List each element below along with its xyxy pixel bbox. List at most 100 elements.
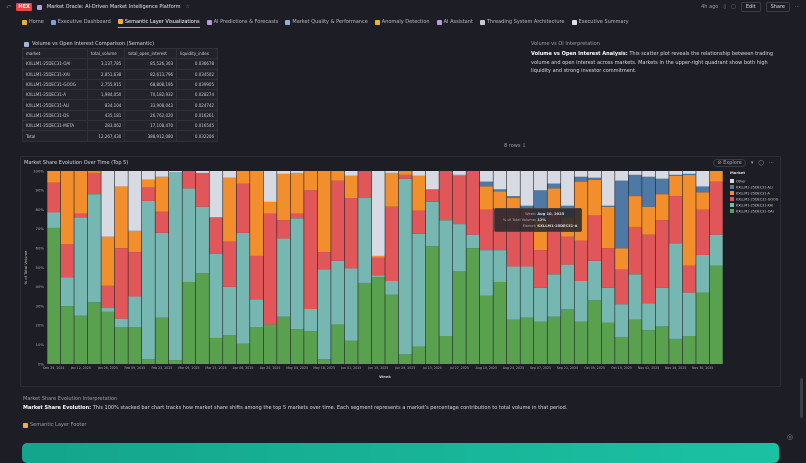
bar-segment [344, 340, 358, 364]
more-icon[interactable]: ⋯ [795, 4, 800, 10]
tab-ai-predictions-forecasts[interactable]: AI Predictions & Forecasts [206, 19, 278, 27]
bar-segment [385, 206, 399, 282]
bar-segment [655, 326, 669, 364]
house-icon [22, 19, 27, 25]
bar-segment [304, 171, 318, 191]
column-header[interactable]: market [22, 47, 88, 60]
tab-semantic-layer-visualizations[interactable]: Semantic Layer Visualizations [117, 19, 200, 28]
row-count: 8 rows ⇩ [504, 143, 526, 149]
device-icon[interactable]: ▯ [723, 4, 727, 10]
bar-segment [331, 171, 345, 181]
bar-segment [87, 172, 101, 195]
help-icon[interactable]: ◎ [787, 433, 794, 441]
bar-segment [709, 265, 723, 364]
bar-segment [520, 205, 534, 208]
bar-segment [412, 210, 426, 234]
comment-icon[interactable]: ◯ [758, 160, 764, 166]
bar-segment [642, 330, 656, 364]
interp1-body: This scatter plot reveals the relationsh… [531, 51, 774, 74]
bar-segment [128, 296, 142, 328]
bar-segment [628, 319, 642, 364]
bar-segment [155, 317, 169, 364]
tab-threading-system-architecture[interactable]: Threading System Architecture [479, 19, 565, 27]
table-row: KXLLM1-25DEC31-A 1,984,050 70,182,932 0.028… [22, 89, 218, 101]
bar-segment [452, 174, 466, 176]
bar-segment [155, 232, 169, 318]
bar-segment [574, 176, 588, 182]
download-icon[interactable]: ⇩ [522, 143, 527, 149]
tab-anomaly-detection[interactable]: Anomaly Detection [374, 19, 430, 27]
table-cell: 26,762,020 [124, 109, 178, 122]
bar-segment [682, 292, 696, 337]
bar-segment [642, 234, 656, 304]
bar-segment [493, 189, 507, 192]
table-cell: KXLLM1-25DEC31-XAI [22, 68, 88, 80]
edit-button[interactable]: Edit [740, 2, 761, 12]
x-tick-label: Jun 15, 2025 [367, 366, 388, 370]
bar-segment [588, 260, 602, 301]
bar-segment [250, 299, 264, 328]
bar-segment [696, 171, 710, 187]
star-icon[interactable]: ☆ [185, 4, 190, 10]
y-tick-label: 0% [38, 361, 44, 366]
bar-segment [331, 324, 345, 364]
table-cell: 3,137,785 [86, 58, 126, 70]
tab-executive-dashboard[interactable]: Executive Dashboard [50, 19, 111, 27]
bar-segment [101, 171, 115, 237]
column-header[interactable]: liquidity_index [176, 47, 218, 60]
bar-segment [534, 287, 547, 322]
legend-swatch [730, 191, 734, 195]
bar-segment [601, 206, 615, 249]
share-button[interactable]: Share [765, 2, 790, 12]
more-icon[interactable]: ⋯ [769, 160, 774, 166]
tab-market-quality-performance[interactable]: Market Quality & Performance [285, 19, 368, 27]
document-icon [571, 19, 577, 25]
bar-segment [398, 178, 412, 355]
bar-segment [588, 177, 602, 180]
tab-ai-assistant[interactable]: AI Assistant [436, 19, 473, 27]
tab-home[interactable]: Home [22, 19, 44, 27]
bar-segment [290, 213, 304, 219]
bar-segment [290, 171, 304, 173]
bar-segment [344, 175, 358, 199]
explore-button[interactable]: ⊘ Explore [713, 159, 746, 167]
bar-segment [682, 265, 696, 293]
tab-bar: Home Executive Dashboard Semantic Layer Vi… [22, 18, 629, 28]
x-tick-label: Sep 21, 2025 [557, 366, 578, 370]
table-row: KXLLM1-25DEC31-DS 435,181 26,762,020 0.0162… [22, 109, 218, 122]
bar-segment [439, 220, 453, 337]
column-header[interactable]: total_volume [86, 47, 126, 60]
chart-title: Market Share Evolution Over Time (Top 5) [24, 160, 129, 166]
legend-label: KXLLM1-25DEC31-ALI [736, 185, 773, 189]
filter-icon[interactable]: ▾ [750, 160, 754, 166]
scrollbar[interactable] [800, 378, 803, 418]
bar-segment [114, 318, 128, 328]
bar-segment [682, 174, 696, 266]
table-cell: 2,755,915 [86, 78, 126, 91]
bar-segment [371, 277, 385, 364]
bar-segment [628, 171, 642, 175]
hex-logo[interactable]: HEX [16, 3, 32, 11]
legend-label: KXLLM1-25DEC31-OAI [736, 209, 774, 213]
column-header[interactable]: total_open_interest [124, 47, 178, 60]
bar-segment [696, 192, 710, 210]
table-cell: 834,104 [86, 99, 126, 111]
bar-segment [655, 287, 669, 327]
back-icon[interactable]: ⤺ [6, 4, 12, 10]
bar-segment [114, 327, 128, 364]
layout-icon[interactable]: ▢ [731, 4, 736, 10]
chart-icon [117, 19, 123, 24]
bar-segment [709, 234, 723, 266]
tab-label: Threading System Architecture [486, 19, 565, 25]
tab-label: AI Assistant [443, 19, 473, 25]
tab-label: Anomaly Detection [381, 19, 430, 25]
bar-segment [114, 248, 128, 319]
tab-executive-summary[interactable]: Executive Summary [571, 19, 629, 27]
table-header: market total_volume total_open_interest liq… [22, 47, 218, 60]
interp1-title: Volume vs OI Interpretation [531, 41, 600, 47]
chart-icon [24, 41, 29, 47]
bar-segment [128, 327, 142, 364]
table-cell: 0.028274 [176, 89, 218, 101]
row-count-text: 8 rows [504, 143, 521, 149]
bar-segment [385, 294, 399, 364]
